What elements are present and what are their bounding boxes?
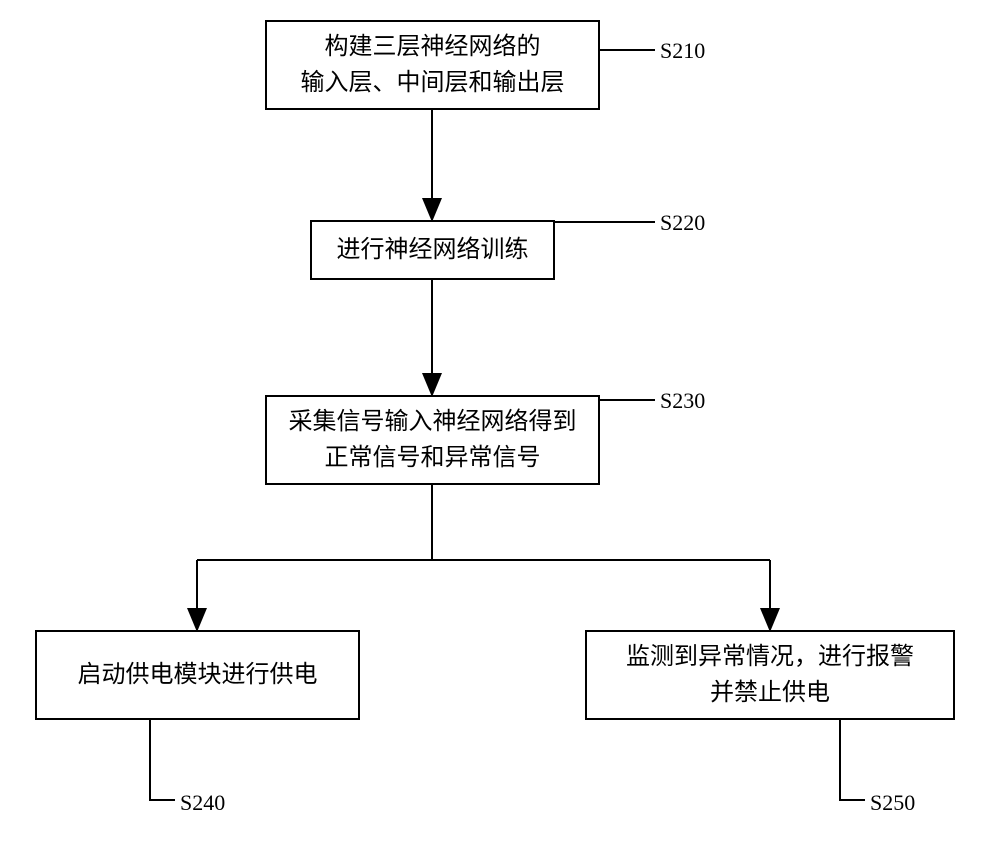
node-text-line: 启动供电模块进行供电	[78, 657, 318, 693]
node-text-line: 进行神经网络训练	[337, 232, 529, 268]
node-s230: 采集信号输入神经网络得到 正常信号和异常信号	[265, 395, 600, 485]
leader-line	[839, 720, 841, 800]
step-label-s220: S220	[660, 210, 705, 236]
leader-line	[839, 799, 865, 801]
step-label-s250: S250	[870, 790, 915, 816]
node-s220: 进行神经网络训练	[310, 220, 555, 280]
node-text-line: 正常信号和异常信号	[325, 445, 541, 471]
step-label-s210: S210	[660, 38, 705, 64]
node-text-line: 构建三层神经网络的	[325, 34, 541, 60]
flowchart-canvas: 构建三层神经网络的 输入层、中间层和输出层 进行神经网络训练 采集信号输入神经网…	[0, 0, 1000, 858]
leader-line	[149, 799, 175, 801]
step-label-s240: S240	[180, 790, 225, 816]
node-text-line: 输入层、中间层和输出层	[301, 70, 565, 96]
step-label-s230: S230	[660, 388, 705, 414]
leader-line	[600, 49, 655, 51]
leader-line	[149, 720, 151, 800]
node-text-line: 并禁止供电	[710, 680, 830, 706]
node-s210: 构建三层神经网络的 输入层、中间层和输出层	[265, 20, 600, 110]
leader-line	[555, 221, 655, 223]
node-s250: 监测到异常情况，进行报警 并禁止供电	[585, 630, 955, 720]
node-s240: 启动供电模块进行供电	[35, 630, 360, 720]
node-text-line: 监测到异常情况，进行报警	[626, 644, 914, 670]
node-text-line: 采集信号输入神经网络得到	[289, 409, 577, 435]
leader-line	[600, 399, 655, 401]
